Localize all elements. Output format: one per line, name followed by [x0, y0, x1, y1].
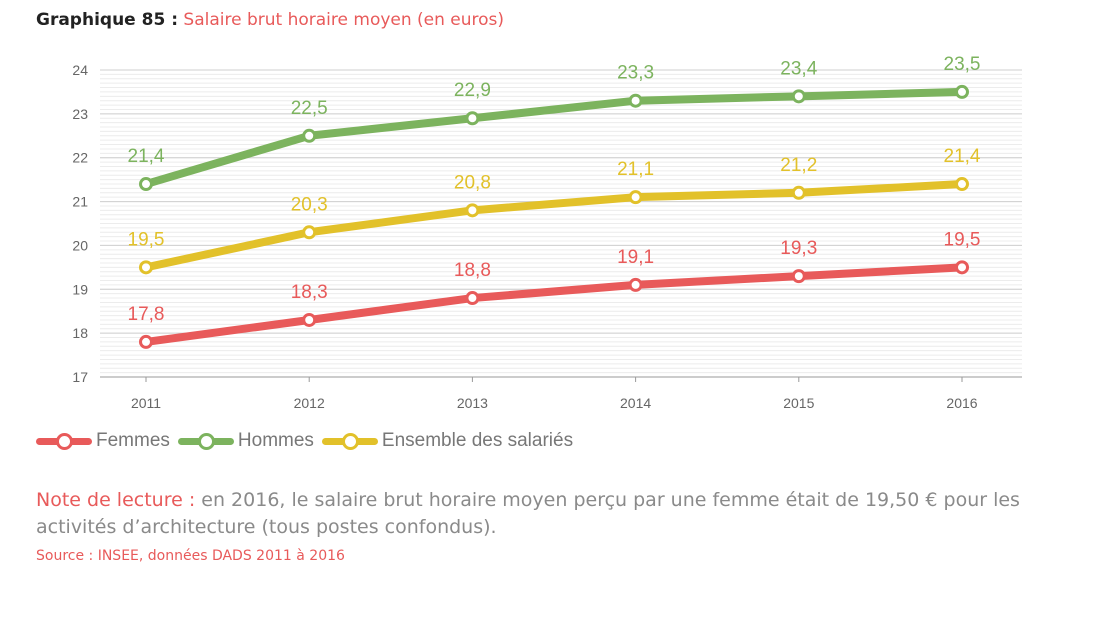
reading-note-label: Note de lecture : [36, 489, 196, 511]
data-label-ensemble-des-salari-s: 19,5 [128, 229, 165, 250]
y-tick-label: 22 [72, 150, 88, 166]
data-label-hommes: 22,9 [454, 80, 491, 101]
legend-swatch-ensemble [321, 431, 378, 451]
legend-label-femmes: Femmes [96, 430, 170, 451]
series-line-femmes [142, 263, 966, 346]
data-point-hommes [628, 93, 643, 108]
legend-item-femmes: Femmes [36, 430, 170, 452]
data-label-femmes: 19,3 [780, 238, 817, 259]
data-point-femmes [628, 277, 643, 292]
data-point-ensemble-des-salari-s [302, 225, 317, 240]
data-point-femmes [955, 260, 969, 275]
y-tick-label: 21 [72, 194, 88, 210]
data-point-ensemble-des-salari-s [791, 185, 806, 200]
data-point-hommes [465, 111, 480, 126]
data-point-ensemble-des-salari-s [628, 190, 643, 205]
x-tick-label: 2015 [783, 395, 814, 411]
y-tick-label: 18 [72, 325, 88, 341]
line-chart: 17 18 19 20 21 22 23 24 2011 2012 2013 2014 2015 2016… [72, 54, 1022, 411]
series-line-ensemble-des-salari-s [142, 180, 966, 272]
data-point-femmes [139, 334, 153, 349]
y-tick-label: 20 [72, 237, 88, 253]
data-label-hommes: 22,5 [291, 98, 328, 119]
data-label-hommes: 23,5 [944, 54, 981, 75]
data-label-hommes: 21,4 [128, 146, 165, 167]
x-tick-label: 2011 [131, 395, 161, 411]
data-point-femmes [791, 269, 806, 284]
data-point-hommes [302, 128, 317, 143]
chart-legend: Femmes Hommes Ensemble des salariés [36, 428, 581, 454]
x-tick-label: 2014 [620, 395, 651, 411]
y-tick-label: 23 [72, 106, 88, 122]
legend-item-ensemble: Ensemble des salariés [321, 430, 574, 452]
data-label-femmes: 19,5 [944, 229, 981, 250]
data-point-femmes [302, 312, 317, 327]
series-line-hommes [142, 87, 966, 189]
y-tick-label: 19 [72, 281, 88, 297]
data-label-femmes: 18,8 [454, 260, 491, 281]
data-label-hommes: 23,3 [617, 63, 654, 84]
data-point-ensemble-des-salari-s [139, 260, 153, 275]
legend-label-ensemble: Ensemble des salariés [381, 430, 574, 451]
data-label-ensemble-des-salari-s: 21,4 [944, 146, 981, 167]
y-tick-label: 17 [72, 369, 88, 385]
data-point-ensemble-des-salari-s [465, 203, 480, 218]
reading-note-text: en 2016, le salaire brut horaire moyen p… [36, 489, 1020, 538]
data-point-femmes [465, 291, 480, 306]
chart-title: Graphique 85 : Salaire brut horaire moye… [36, 10, 504, 30]
x-tick-label: 2016 [946, 395, 977, 411]
data-point-hommes [139, 177, 153, 192]
reading-note: Note de lecture : en 2016, le salaire br… [36, 487, 1076, 541]
chart-title-text: Salaire brut horaire moyen (en euros) [183, 10, 505, 30]
data-point-ensemble-des-salari-s [955, 177, 969, 192]
x-tick-label: 2013 [457, 395, 488, 411]
legend-swatch-hommes [177, 431, 234, 451]
data-point-hommes [791, 89, 806, 104]
data-label-hommes: 23,4 [780, 58, 817, 79]
source-note: Source : INSEE, données DADS 2011 à 2016 [36, 548, 345, 564]
legend-swatch-femmes [36, 431, 92, 451]
chart-title-lead: Graphique 85 : [36, 10, 179, 30]
data-label-femmes: 18,3 [291, 282, 328, 303]
x-tick-label: 2012 [294, 395, 325, 411]
data-label-femmes: 19,1 [617, 247, 654, 268]
y-tick-label: 24 [72, 62, 88, 78]
legend-item-hommes: Hommes [177, 430, 314, 452]
data-point-hommes [955, 84, 969, 99]
data-label-ensemble-des-salari-s: 20,8 [454, 172, 491, 193]
data-label-ensemble-des-salari-s: 21,2 [780, 155, 817, 176]
data-label-ensemble-des-salari-s: 21,1 [617, 159, 654, 180]
data-label-ensemble-des-salari-s: 20,3 [291, 194, 328, 215]
legend-label-hommes: Hommes [237, 430, 314, 451]
data-label-femmes: 17,8 [128, 304, 165, 325]
